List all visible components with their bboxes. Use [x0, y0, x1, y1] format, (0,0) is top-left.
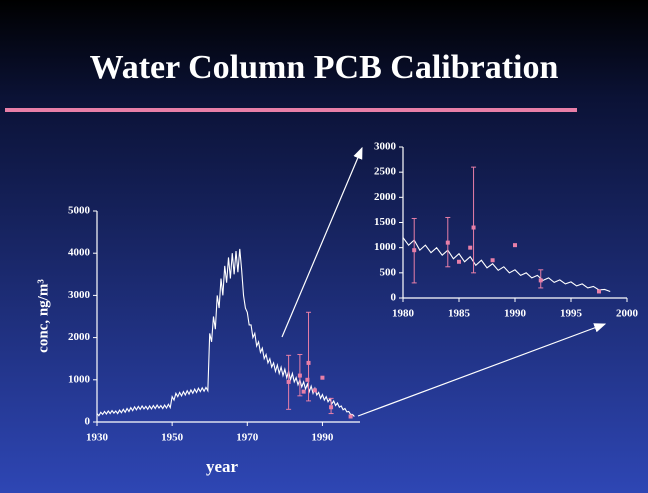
x-tick-label: 1980 — [392, 308, 415, 320]
y-tick-label: 500 — [380, 266, 397, 278]
x-tick-label: 1995 — [560, 308, 583, 320]
y-tick-label: 5000 — [68, 205, 91, 217]
x-tick-label: 1930 — [86, 432, 109, 444]
y-axis-label: conc, ng/m³ — [35, 279, 51, 353]
observation — [348, 414, 353, 419]
observation — [312, 388, 317, 393]
observation — [513, 243, 517, 248]
y-tick-label: 0 — [85, 416, 91, 428]
x-tick-label: 1985 — [448, 308, 471, 320]
y-tick-label: 1000 — [68, 373, 91, 385]
observation — [538, 278, 543, 283]
y-tick-label: 2500 — [374, 166, 397, 178]
y-tick-label: 0 — [391, 292, 397, 304]
zoom-arrow — [357, 323, 607, 417]
y-tick-label: 4000 — [68, 247, 91, 259]
x-tick-label: 1970 — [236, 432, 259, 444]
observation — [471, 225, 476, 230]
y-tick-label: 3000 — [68, 289, 91, 301]
observation — [320, 375, 325, 380]
model-line — [96, 248, 355, 417]
y-tick-label: 2000 — [68, 331, 91, 343]
observation — [468, 245, 473, 250]
x-tick-label: 2000 — [616, 308, 639, 320]
observation — [490, 258, 495, 263]
slide-title: Water Column PCB Calibration — [90, 49, 559, 86]
observation — [329, 405, 334, 410]
x-tick-label: 1950 — [161, 432, 184, 444]
y-tick-label: 3000 — [374, 141, 397, 153]
title-underline — [5, 108, 577, 112]
y-tick-label: 1000 — [374, 241, 397, 253]
y-tick-label: 2000 — [374, 191, 397, 203]
observation — [286, 379, 291, 384]
observation — [445, 240, 450, 245]
observation — [297, 373, 302, 378]
x-tick-label: 1990 — [504, 308, 527, 320]
x-tick-label: 1990 — [311, 432, 334, 444]
y-tick-label: 1500 — [374, 216, 397, 228]
model-line — [402, 237, 611, 292]
observation — [301, 389, 306, 394]
observation — [305, 377, 310, 382]
observation — [412, 248, 417, 253]
observation — [457, 259, 461, 264]
observation — [306, 360, 311, 365]
observation — [597, 289, 601, 294]
x-axis-label: year — [206, 457, 239, 476]
zoom-arrow — [281, 146, 363, 338]
